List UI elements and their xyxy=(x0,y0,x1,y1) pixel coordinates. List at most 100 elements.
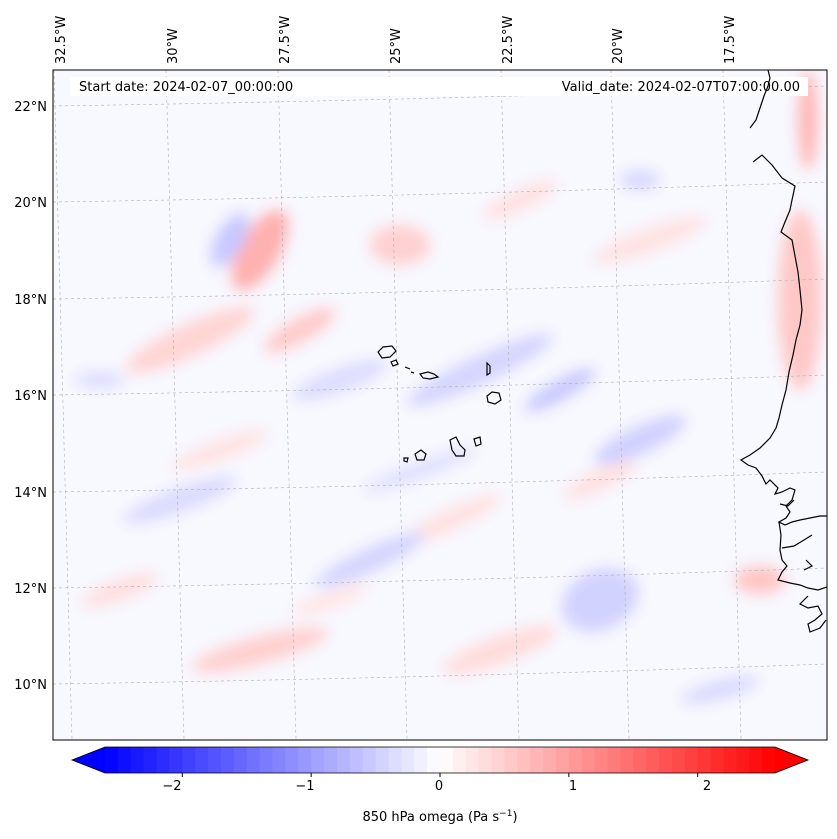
date-banner xyxy=(70,77,808,96)
colorbar-segment xyxy=(169,747,183,773)
island-boa-vista xyxy=(486,391,502,405)
colorbar-segment xyxy=(246,747,261,773)
colorbar-segment xyxy=(105,747,119,773)
omega-field xyxy=(75,70,822,705)
colorbar-segment xyxy=(478,747,493,773)
colorbar-title-close: ) xyxy=(512,810,517,825)
parallel-line xyxy=(53,567,827,589)
island-santa-luzia xyxy=(404,366,415,374)
colorbar-title: 850 hPa omega (Pa s−1) xyxy=(362,809,517,825)
colorbar-segment xyxy=(427,747,441,773)
meridian-line xyxy=(277,70,297,740)
colorbar-segment xyxy=(143,747,158,773)
colorbar-title-text: 850 hPa omega (Pa s xyxy=(362,810,499,825)
map-frame xyxy=(52,69,828,741)
lat-label: 16°N xyxy=(14,389,47,404)
map-background xyxy=(53,70,827,740)
colorbar-tick-label: −2 xyxy=(162,779,181,794)
lon-label: 27.5°W xyxy=(278,16,293,64)
colorbar-segment xyxy=(594,747,609,773)
colorbar xyxy=(70,746,810,777)
island-santo-antao xyxy=(377,345,397,359)
colorbar-segment xyxy=(504,747,518,773)
colorbar-segment xyxy=(220,747,235,773)
colorbar-segment xyxy=(272,747,286,773)
colorbar-segment xyxy=(633,747,647,773)
senegal-detail xyxy=(779,499,814,571)
colorbar-segment xyxy=(208,747,222,773)
colorbar-segment xyxy=(620,747,634,773)
parallel-line xyxy=(53,663,827,685)
parallel-line xyxy=(53,278,827,300)
colorbar-segment xyxy=(607,747,621,773)
colorbar-segment xyxy=(697,747,712,773)
colorbar-segment xyxy=(195,747,209,773)
island-santiago xyxy=(449,436,466,457)
colorbar-segment xyxy=(530,747,544,773)
colorbar-segment xyxy=(710,747,725,773)
colorbar-segment xyxy=(311,747,325,773)
lon-label: 22.5°W xyxy=(501,16,516,64)
colorbar-segment xyxy=(375,747,390,773)
colorbar-segment xyxy=(568,747,583,773)
colorbar-segment xyxy=(414,747,428,773)
island-brava xyxy=(403,457,409,463)
lon-label: 20°W xyxy=(611,28,626,64)
colorbar-segment xyxy=(156,747,171,773)
colorbar-segment xyxy=(233,747,248,773)
colorbar-segment xyxy=(749,747,763,773)
meridian-line xyxy=(610,70,630,740)
colorbar-segment xyxy=(401,747,415,773)
colorbar-segment xyxy=(440,747,454,773)
colorbar-segment xyxy=(517,747,531,773)
colorbar-segment xyxy=(684,747,699,773)
island-maio xyxy=(473,436,482,447)
start-date-label: Start date: 2024-02-07_00:00:00 xyxy=(79,80,293,95)
colorbar-segment xyxy=(723,747,737,773)
lat-label: 10°N xyxy=(14,678,47,693)
colorbar-segment xyxy=(362,747,377,773)
valid-date-label: Valid_date: 2024-02-07T07:00:00.00 xyxy=(562,80,800,95)
island-sao-nicolau xyxy=(418,371,440,380)
colorbar-segment xyxy=(581,747,596,773)
lon-label: 17.5°W xyxy=(723,16,738,64)
lat-label: 22°N xyxy=(14,100,47,115)
colorbar-outline xyxy=(70,746,810,774)
colorbar-segment xyxy=(259,747,274,773)
colorbar-segment xyxy=(659,747,673,773)
colorbar-segment xyxy=(324,747,338,773)
colorbar-segment xyxy=(285,747,299,773)
parallel-line xyxy=(53,471,827,493)
island-sal xyxy=(486,361,491,377)
colorbar-segment xyxy=(543,747,557,773)
colorbar-segment xyxy=(646,747,660,773)
colorbar-tick-label: 0 xyxy=(435,779,443,794)
graticule xyxy=(53,70,827,740)
colorbar-segment xyxy=(349,747,364,773)
coastlines xyxy=(377,70,827,633)
meridian-line xyxy=(165,70,185,740)
longitude-labels: 32.5°W 30°W 27.5°W 25°W 22.5°W 20°W 17.5… xyxy=(54,16,738,64)
colorbar-segment xyxy=(452,747,467,773)
island-sao-vicente xyxy=(390,359,399,367)
lon-label: 30°W xyxy=(166,28,181,64)
africa-coastline xyxy=(739,70,827,633)
meridian-line xyxy=(388,70,408,740)
parallel-line xyxy=(53,85,827,107)
lat-label: 20°N xyxy=(14,196,47,211)
colorbar-segment xyxy=(298,747,312,773)
lat-label: 18°N xyxy=(14,293,47,308)
meridian-line xyxy=(722,70,742,740)
colorbar-segment xyxy=(491,747,506,773)
colorbar-segment xyxy=(130,747,145,773)
lat-label: 12°N xyxy=(14,582,47,597)
colorbar-segment xyxy=(736,747,750,773)
colorbar-segment xyxy=(762,747,776,773)
colorbar-segment xyxy=(388,747,402,773)
parallel-line xyxy=(53,181,827,203)
lon-label: 32.5°W xyxy=(54,16,69,64)
latitude-labels: 22°N 20°N 18°N 16°N 14°N 12°N 10°N xyxy=(14,100,47,693)
colorbar-tick-label: 1 xyxy=(569,779,577,794)
colorbar-tick-label: −1 xyxy=(295,779,314,794)
